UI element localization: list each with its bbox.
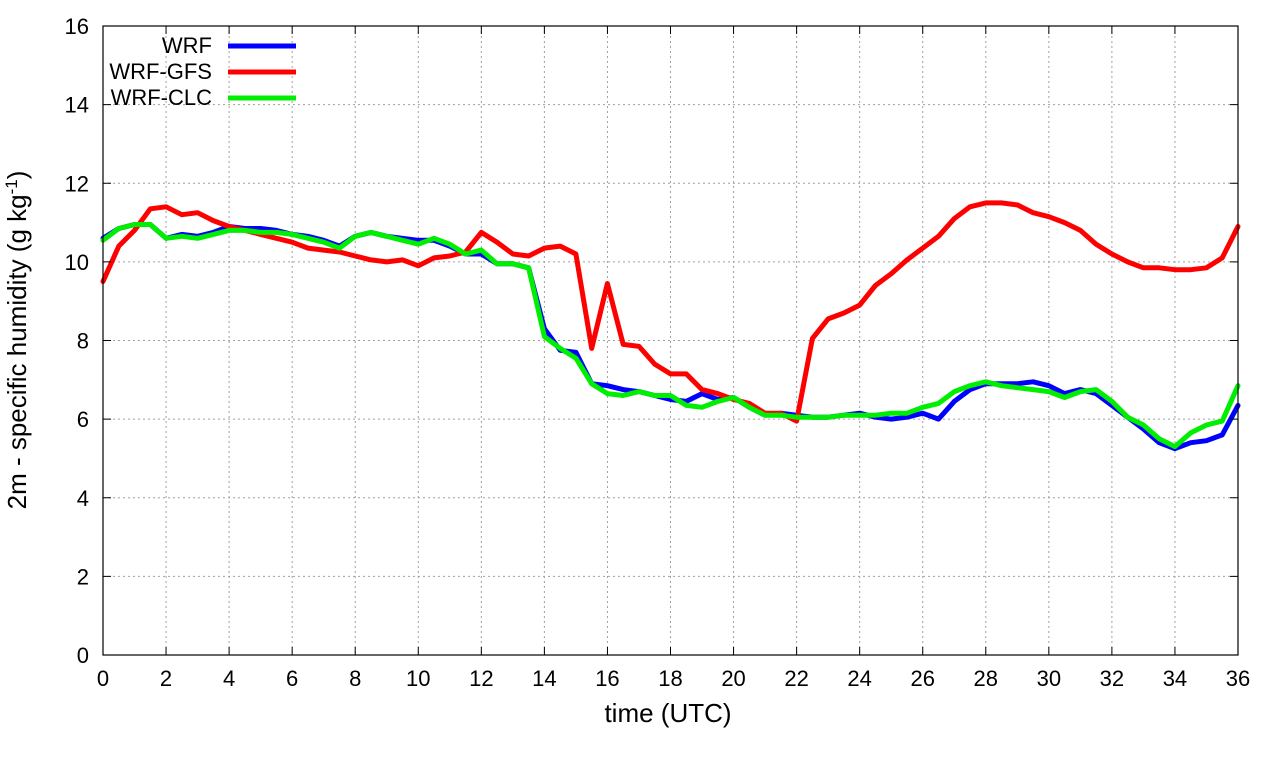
legend-label-wrf-clc: WRF-CLC xyxy=(111,85,213,110)
x-axis-ticks: 0 2 4 6 8 10 12 14 16 18 20 22 24 26 28 30 32 34 36 xyxy=(97,26,1250,691)
grid-lines xyxy=(103,26,1238,655)
x-tick-label: 28 xyxy=(974,666,998,691)
x-tick-label: 8 xyxy=(349,666,361,691)
y-axis-title-superscript: -1 xyxy=(2,179,21,194)
y-axis-ticks: 0 2 4 6 8 10 12 14 16 xyxy=(65,14,1238,668)
legend-label-wrf: WRF xyxy=(162,33,212,58)
series-line-wrf-clc xyxy=(100,222,1241,450)
y-tick-label: 16 xyxy=(65,14,89,39)
x-tick-label: 24 xyxy=(847,666,871,691)
x-tick-label: 32 xyxy=(1100,666,1124,691)
x-tick-label: 36 xyxy=(1226,666,1250,691)
y-tick-label: 10 xyxy=(65,250,89,275)
x-tick-label: 34 xyxy=(1163,666,1187,691)
y-axis-title: 2m - specific humidity (g kg-1) xyxy=(2,171,33,510)
y-tick-label: 6 xyxy=(77,407,89,432)
x-tick-label: 6 xyxy=(286,666,298,691)
x-tick-label: 2 xyxy=(160,666,172,691)
x-tick-label: 10 xyxy=(406,666,430,691)
series-line-wrf-gfs xyxy=(100,200,1241,424)
y-axis-title-main: 2m - specific humidity (g kg xyxy=(2,194,32,509)
y-tick-label: 12 xyxy=(65,171,89,196)
x-tick-label: 20 xyxy=(721,666,745,691)
y-tick-label: 0 xyxy=(77,643,89,668)
series-lines xyxy=(100,200,1241,452)
y-tick-label: 14 xyxy=(65,93,89,118)
y-axis-title-close: ) xyxy=(2,171,32,180)
x-tick-label: 26 xyxy=(910,666,934,691)
x-tick-label: 0 xyxy=(97,666,109,691)
y-tick-label: 4 xyxy=(77,486,89,511)
x-tick-label: 12 xyxy=(469,666,493,691)
x-tick-label: 22 xyxy=(784,666,808,691)
x-axis-title: time (UTC) xyxy=(604,698,731,728)
legend-label-wrf-gfs: WRF-GFS xyxy=(109,59,212,84)
x-tick-label: 18 xyxy=(658,666,682,691)
y-tick-label: 8 xyxy=(77,329,89,354)
x-tick-label: 4 xyxy=(223,666,235,691)
x-tick-label: 14 xyxy=(532,666,556,691)
x-tick-label: 30 xyxy=(1037,666,1061,691)
x-tick-label: 16 xyxy=(595,666,619,691)
y-tick-label: 2 xyxy=(77,564,89,589)
